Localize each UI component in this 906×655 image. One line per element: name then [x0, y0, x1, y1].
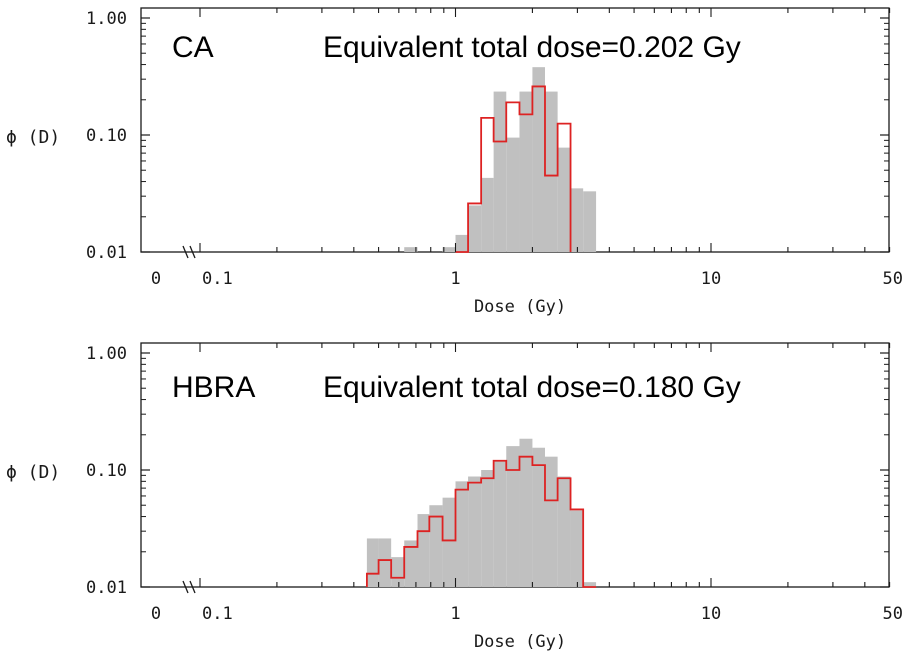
gray-bar — [378, 538, 392, 587]
gray-bar — [532, 67, 545, 253]
x-axis-title: Dose (Gy) — [474, 297, 566, 317]
gray-bar — [557, 476, 571, 587]
gray-bar — [468, 205, 482, 252]
gray-bar — [570, 510, 584, 587]
panel-label: CA — [172, 31, 214, 64]
gray-bar — [570, 188, 584, 252]
gray-bar — [493, 460, 507, 587]
panel-label: HBRA — [172, 371, 255, 404]
gray-bar — [519, 91, 533, 253]
gray-bar — [481, 177, 494, 252]
gray-bar — [442, 247, 456, 252]
x-tick-label: 50 — [883, 269, 903, 289]
gray-bar — [404, 540, 418, 587]
gray-bar — [544, 91, 558, 253]
y-tick-label: 0.10 — [86, 461, 127, 481]
red-step-line — [455, 85, 572, 253]
gray-bar — [481, 470, 494, 587]
x-tick-label: 1 — [450, 604, 460, 624]
gray-bar — [532, 447, 545, 587]
gray-bars — [366, 438, 597, 587]
y-tick-label: 1.00 — [86, 344, 127, 364]
red-step-line — [365, 455, 597, 588]
gray-bar — [455, 234, 469, 252]
gray-bar — [557, 147, 571, 252]
y-ticks — [141, 352, 889, 588]
gray-bar — [442, 497, 456, 587]
axis-break — [182, 245, 189, 259]
y-tick-label: 0.01 — [86, 243, 127, 263]
gray-bar — [519, 438, 533, 587]
x-tick-label: 10 — [701, 269, 721, 289]
x-tick-label: 0.1 — [202, 604, 233, 624]
gray-bars — [404, 67, 597, 253]
gray-bar — [366, 538, 379, 587]
gray-bar — [404, 247, 418, 252]
x-tick-label: 10 — [701, 604, 721, 624]
gray-bar — [583, 582, 597, 587]
y-tick-label: 0.01 — [86, 578, 127, 598]
gray-bar — [417, 514, 430, 587]
gray-bar — [583, 191, 597, 252]
x-tick-label: 0 — [151, 604, 161, 624]
gray-bar — [455, 481, 469, 587]
x-tick-label: 0 — [151, 269, 161, 289]
panel-title: Equivalent total dose=0.180 Gy — [323, 371, 741, 404]
gray-bar — [544, 456, 558, 587]
x-tick-label: 0.1 — [202, 269, 233, 289]
y-axis-title: ϕ (D) — [6, 462, 60, 483]
y-tick-label: 1.00 — [86, 9, 127, 29]
axis-break — [182, 580, 189, 594]
y-axis-title: ϕ (D) — [6, 127, 60, 148]
gray-bar — [391, 557, 405, 587]
x-tick-label: 1 — [450, 269, 460, 289]
panel-title: Equivalent total dose=0.202 Gy — [323, 31, 741, 64]
chart-panel-ca: 1.00 0.10 0.01 0 0.1 1 10 50 Dose (Gy) ϕ (D) CA Equ… — [6, 7, 903, 317]
x-ticks — [199, 343, 891, 587]
gray-bar — [429, 505, 443, 587]
gray-bar — [506, 446, 520, 587]
x-axis-title: Dose (Gy) — [474, 632, 566, 652]
y-tick-label: 0.10 — [86, 126, 127, 146]
chart-panel-hbra: 1.00 0.10 0.01 0 0.1 1 10 50 Dose (Gy) ϕ (D) HBRA E… — [6, 342, 903, 652]
x-tick-label: 50 — [883, 604, 903, 624]
axis-break — [189, 245, 196, 259]
gray-bar — [493, 91, 507, 253]
y-ticks — [141, 17, 889, 253]
gray-bar — [506, 137, 520, 252]
axis-break — [189, 580, 196, 594]
x-ticks — [199, 8, 891, 252]
gray-bar — [468, 476, 482, 587]
